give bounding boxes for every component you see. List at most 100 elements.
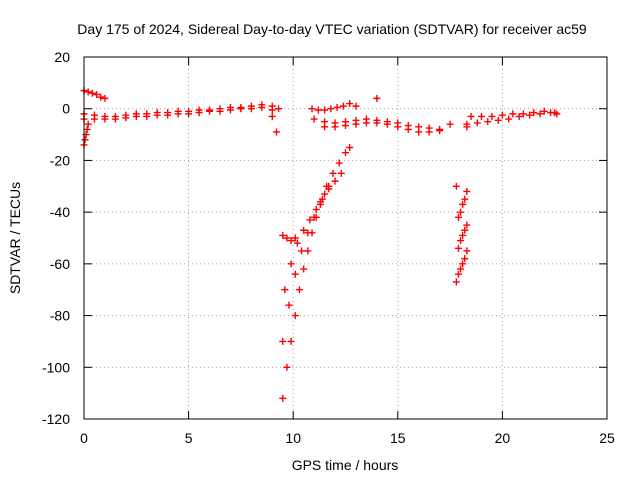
- data-point: [536, 110, 544, 118]
- y-tick-label: 0: [62, 101, 70, 117]
- data-point: [331, 177, 339, 185]
- data-point: [308, 105, 316, 113]
- data-point: [321, 190, 329, 198]
- y-tick-label: -100: [42, 359, 70, 375]
- data-point: [459, 231, 467, 239]
- data-point: [185, 110, 193, 118]
- y-axis-label: SDTVAR / TECUs: [7, 182, 23, 294]
- data-point: [287, 337, 295, 345]
- data-point: [373, 94, 381, 102]
- data-point: [321, 106, 329, 114]
- data-point: [346, 144, 354, 151]
- data-point: [174, 110, 182, 118]
- data-point: [195, 109, 203, 117]
- data-point: [505, 115, 513, 123]
- data-point: [281, 286, 289, 294]
- data-point: [463, 247, 471, 255]
- data-point: [283, 234, 291, 242]
- data-point: [318, 195, 326, 203]
- x-tick-label: 5: [185, 430, 193, 446]
- data-point: [352, 120, 360, 128]
- x-tick-label: 20: [495, 430, 511, 446]
- data-point: [457, 265, 465, 273]
- data-point: [463, 187, 471, 195]
- data-point: [362, 119, 370, 127]
- data-point: [467, 112, 475, 120]
- data-point: [258, 103, 266, 111]
- data-point: [90, 115, 98, 123]
- data-point: [291, 234, 299, 242]
- data-point: [226, 106, 234, 114]
- data-point: [153, 111, 161, 119]
- data-point: [530, 109, 538, 117]
- data-point: [88, 89, 96, 97]
- data-point: [101, 94, 109, 102]
- data-point: [97, 93, 105, 101]
- x-tick-label: 10: [285, 430, 301, 446]
- data-point: [291, 270, 299, 278]
- data-point: [339, 102, 347, 110]
- data-point: [122, 114, 130, 122]
- data-point: [540, 107, 548, 115]
- data-point: [321, 123, 329, 131]
- data-point: [83, 125, 91, 133]
- y-tick-label: 20: [54, 49, 70, 65]
- data-point: [111, 115, 119, 123]
- series-pass-18c: [452, 247, 471, 286]
- data-point: [275, 105, 283, 113]
- data-point: [329, 169, 337, 177]
- data-point: [394, 123, 402, 131]
- data-point: [404, 125, 412, 133]
- series-mid-band-lower: [321, 119, 444, 136]
- data-point: [488, 112, 496, 120]
- data-point: [457, 237, 465, 245]
- data-point: [457, 208, 465, 216]
- data-point: [333, 103, 341, 111]
- series-late-2: [467, 107, 559, 120]
- series-baseline-2: [80, 103, 276, 123]
- data-point: [551, 109, 559, 117]
- y-tick-label: -40: [50, 204, 70, 220]
- data-point: [283, 363, 291, 371]
- chart-title: Day 175 of 2024, Sidereal Day-to-day VTE…: [77, 21, 587, 37]
- data-point: [519, 110, 527, 118]
- data-point: [454, 270, 462, 278]
- data-point: [304, 247, 312, 255]
- data-point: [477, 112, 485, 120]
- data-point: [81, 136, 89, 144]
- data-point: [268, 112, 276, 120]
- x-tick-label: 25: [599, 430, 615, 446]
- data-point: [291, 312, 299, 320]
- data-point: [484, 118, 492, 126]
- data-point: [452, 278, 460, 286]
- data-point: [473, 119, 481, 127]
- series-shelf-50: [279, 231, 299, 245]
- data-point: [461, 226, 469, 234]
- data-point: [461, 255, 469, 263]
- data-point: [300, 226, 308, 234]
- data-point: [132, 112, 140, 120]
- data-point: [247, 105, 255, 113]
- data-point: [446, 120, 454, 128]
- data-point: [298, 247, 306, 255]
- axis-ticks: 0 5 10 15 20 25 -120 -100 -80 -60 -40 -20 0 20: [42, 49, 615, 446]
- data-point: [304, 229, 312, 237]
- data-point: [164, 111, 172, 119]
- series-mid-arc: [308, 100, 360, 114]
- data-point: [342, 122, 349, 130]
- data-point: [272, 128, 280, 136]
- data-point: [454, 244, 462, 252]
- data-point: [327, 105, 335, 113]
- data-point: [498, 111, 506, 119]
- data-point: [463, 221, 471, 229]
- data-point: [287, 237, 295, 245]
- data-point: [285, 301, 293, 309]
- data-point: [509, 110, 517, 118]
- data-point: [436, 127, 444, 135]
- data-point: [279, 394, 287, 402]
- data-point: [312, 206, 320, 214]
- data-point: [293, 239, 301, 247]
- data-point: [314, 106, 322, 114]
- data-point: [425, 128, 433, 136]
